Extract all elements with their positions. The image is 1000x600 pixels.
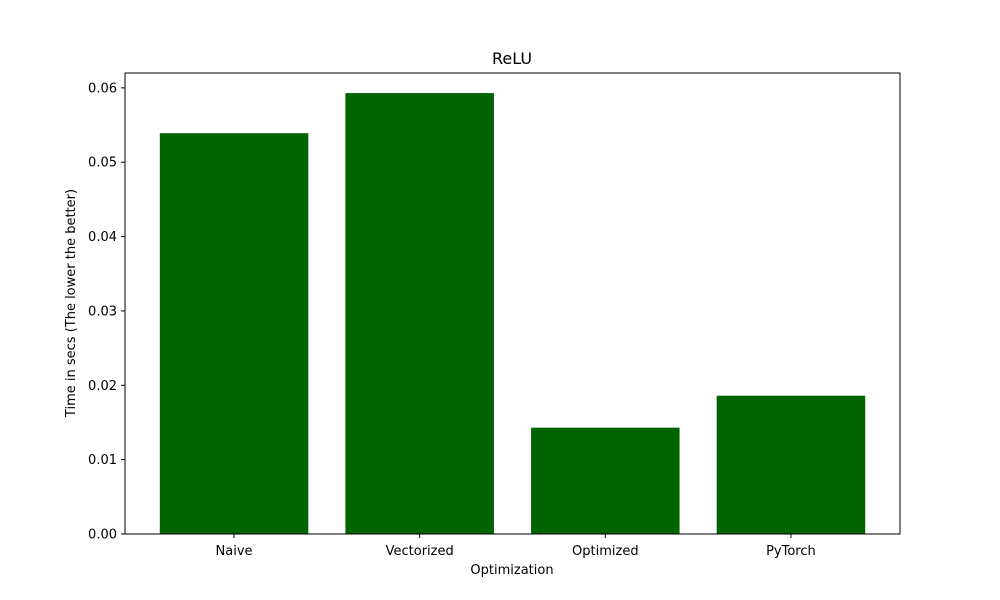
y-tick-label: 0.01 (88, 453, 117, 468)
y-axis-ticks: 0.00 0.01 0.02 0.03 0.04 0.05 0.06 (88, 81, 125, 543)
x-axis-label: Optimization (470, 563, 553, 578)
x-tick-label: Vectorized (386, 544, 454, 559)
bar-vectorized (345, 93, 494, 534)
x-axis-ticks: Naive Vectorized Optimized PyTorch (216, 534, 816, 559)
chart-title: ReLU (492, 49, 532, 68)
bars-group (159, 93, 866, 534)
y-tick-label: 0.05 (88, 156, 117, 171)
bar-pytorch (716, 395, 866, 534)
bar-optimized (531, 427, 680, 534)
x-tick-label: Optimized (572, 544, 639, 559)
y-tick-label: 0.02 (88, 379, 117, 394)
bar-naive (159, 133, 309, 534)
y-tick-label: 0.04 (88, 230, 117, 245)
y-tick-label: 0.06 (88, 81, 117, 96)
plot-frame (124, 72, 901, 535)
x-tick-label: Naive (216, 544, 253, 559)
y-axis-label: Time in secs (The lower the better) (64, 189, 79, 418)
y-tick-label: 0.00 (88, 528, 117, 543)
x-tick-label: PyTorch (766, 544, 816, 559)
y-tick-label: 0.03 (88, 304, 117, 319)
